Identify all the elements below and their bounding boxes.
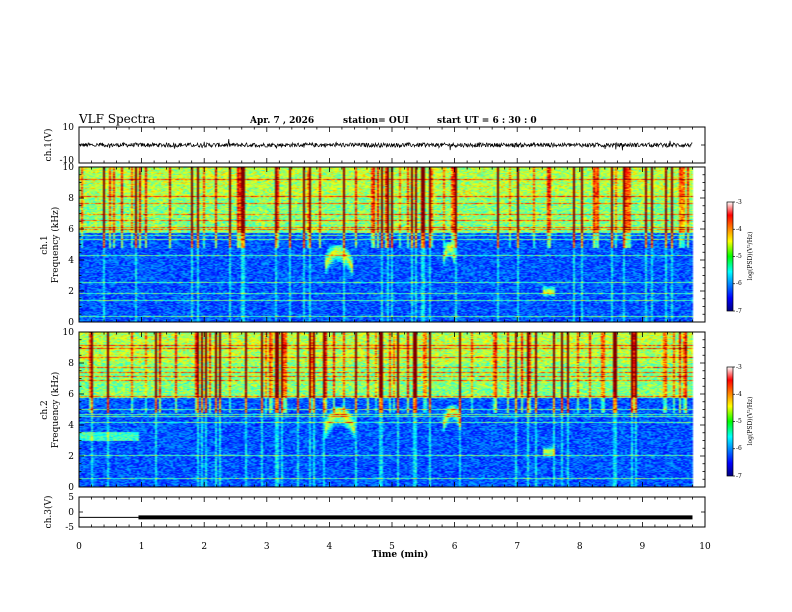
ch2-channel-label: ch.2 <box>40 400 50 419</box>
x-tick-label: 5 <box>389 542 395 552</box>
ch2-freq-tick-label: 8 <box>68 359 74 369</box>
ch1-ytick-label: 10 <box>63 123 75 133</box>
ch1-freq-tick-label: 0 <box>68 318 74 328</box>
ch3-ytick-label: 5 <box>68 493 74 503</box>
ch1-freq-tick-label: 2 <box>68 287 74 297</box>
ch2-colorbar-tick-label: -6 <box>736 445 742 452</box>
ch1-waveform-panel: 10 -10 ch.1(V) <box>43 123 706 166</box>
ch1-spectrogram-heatmap <box>79 167 705 322</box>
ch1-ytick-label: -10 <box>60 156 75 166</box>
ch1-colorbar-label: log(PSD)(V²/Hz) <box>747 232 754 281</box>
ch2-colorbar <box>726 366 734 477</box>
ch1-waveform-ylabel: ch.1(V) <box>43 129 54 162</box>
ch1-channel-label: ch.1 <box>40 235 50 254</box>
ch1-freq-tick-label: 10 <box>63 163 75 173</box>
ch1-spectrogram-ticks <box>78 166 706 323</box>
x-tick-label: 4 <box>327 542 333 552</box>
x-tick-label: 0 <box>76 542 82 552</box>
ch1-colorbar-tick-label: -7 <box>736 308 742 315</box>
ch1-spectrogram-panel: 10 8 6 4 2 0 ch.1 Frequency (kHz) -3 -4 … <box>40 163 754 328</box>
ch1-colorbar-tick-label: -3 <box>736 199 742 206</box>
x-tick-labels: 0 1 2 3 4 5 6 7 8 9 10 <box>76 542 711 552</box>
station-label: station= OUI <box>343 116 409 126</box>
ch2-freq-tick-label: 6 <box>68 390 74 400</box>
ch3-waveform-ticks <box>78 496 706 528</box>
ch1-frequency-tick-labels: 10 8 6 4 2 0 <box>63 163 75 328</box>
x-tick-label: 2 <box>201 542 207 552</box>
ch2-colorbar-tick-label: -4 <box>736 391 742 398</box>
ch1-colorbar-tick-label: -6 <box>736 280 742 287</box>
ch1-waveform-ticks <box>78 126 706 164</box>
ch1-waveform-trace <box>78 138 693 151</box>
x-tick-label: 7 <box>514 542 520 552</box>
x-tick-label: 3 <box>264 542 270 552</box>
ch1-frequency-ylabel: Frequency (kHz) <box>50 207 61 284</box>
ch2-colorbar-label: log(PSD)(V²/Hz) <box>747 397 754 446</box>
ch2-spectrogram-panel: 10 8 6 4 2 0 ch.2 Frequency (kHz) -3 -4 … <box>40 328 754 493</box>
ch2-freq-tick-label: 0 <box>68 483 74 493</box>
start-ut-label: start UT = 6 : 30 : 0 <box>437 116 537 126</box>
ch2-colorbar-tick-label: -3 <box>736 364 742 371</box>
date-label: Apr. 7 , 2026 <box>249 116 314 126</box>
ch1-colorbar-tick-label: -4 <box>736 226 742 233</box>
ch1-colorbar-tick-label: -5 <box>736 253 742 260</box>
ch1-freq-tick-label: 8 <box>68 194 74 204</box>
ch2-freq-tick-label: 2 <box>68 452 74 462</box>
ch2-spectrogram-heatmap <box>79 332 705 487</box>
ch2-frequency-ylabel: Frequency (kHz) <box>50 372 61 449</box>
ch2-colorbar-tick-label: -7 <box>736 473 742 480</box>
ch3-ytick-label: -5 <box>65 523 74 533</box>
x-tick-label: 8 <box>577 542 583 552</box>
x-axis-label: Time (min) <box>372 549 429 560</box>
chart-title: VLF Spectra <box>78 112 155 126</box>
ch2-freq-tick-label: 4 <box>68 421 74 431</box>
ch1-freq-tick-label: 4 <box>68 256 74 266</box>
ch1-freq-tick-label: 6 <box>68 225 74 235</box>
x-tick-label: 6 <box>452 542 458 552</box>
ch1-colorbar-ticks <box>733 201 735 312</box>
x-tick-label: 10 <box>699 542 711 552</box>
ch2-frequency-tick-labels: 10 8 6 4 2 0 <box>63 328 75 493</box>
ch1-colorbar <box>726 201 734 312</box>
ch2-colorbar-ticks <box>733 366 735 477</box>
ch3-waveform-panel: 5 0 -5 ch.3(V) <box>43 493 706 533</box>
ch2-colorbar-tick-label: -5 <box>736 418 742 425</box>
x-tick-label: 9 <box>640 542 646 552</box>
ch3-ytick-label: 0 <box>68 508 74 518</box>
x-tick-label: 1 <box>139 542 145 552</box>
ch2-spectrogram-ticks <box>78 331 706 488</box>
ch2-freq-tick-label: 10 <box>63 328 75 338</box>
ch3-waveform-ylabel: ch.3(V) <box>43 496 54 529</box>
